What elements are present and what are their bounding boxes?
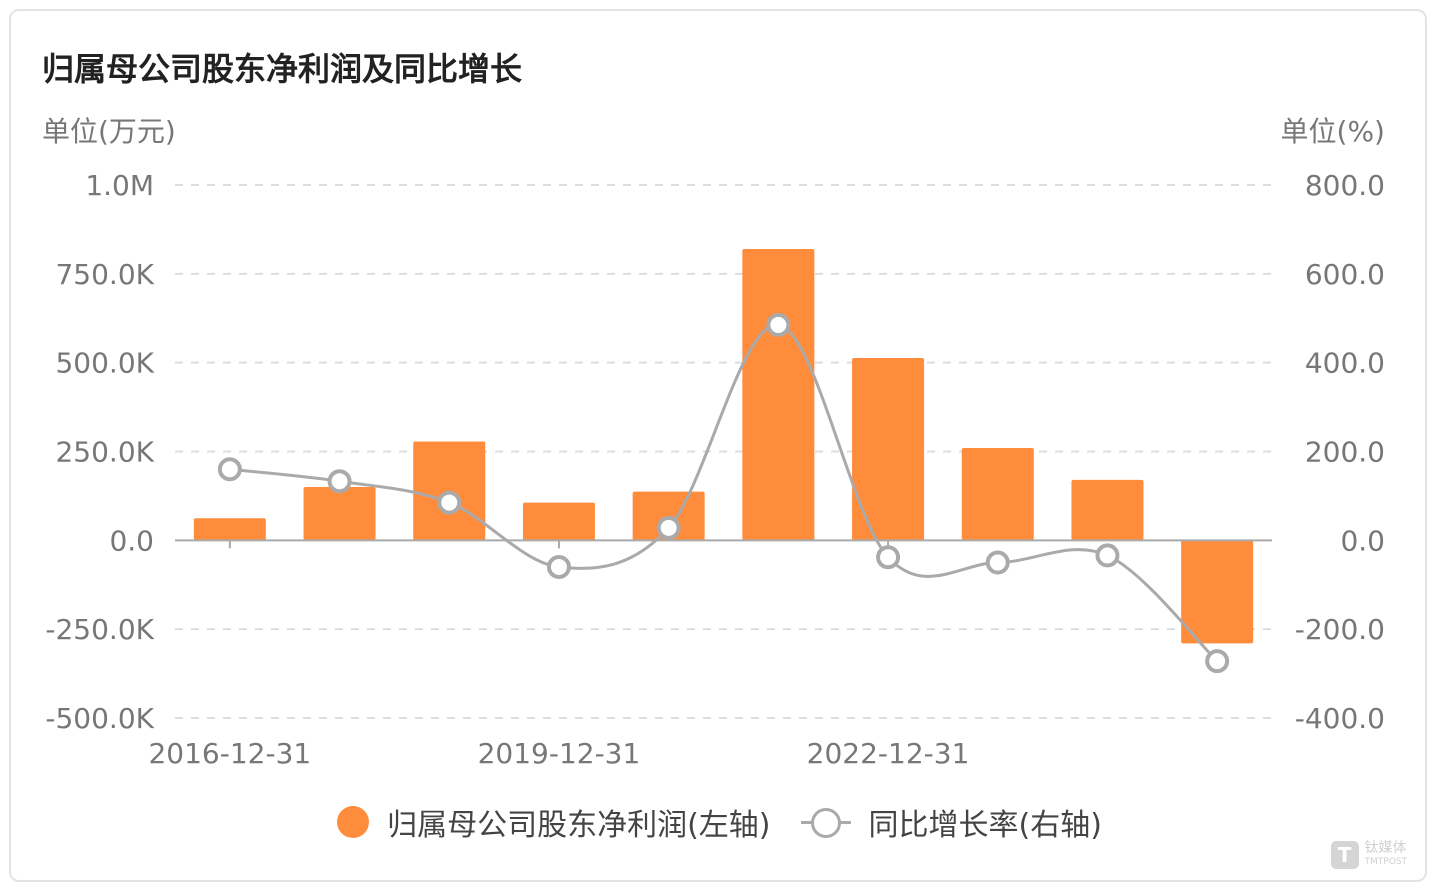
chart-card xyxy=(9,9,1427,882)
bar xyxy=(303,487,376,541)
chart-title: 归属母公司股东净利润及同比增长 xyxy=(42,50,523,88)
x-tick-label: 2022-12-31 xyxy=(807,737,970,770)
y-right-tick-label: 600.0 xyxy=(1305,258,1385,291)
y-right-tick-label: -400.0 xyxy=(1295,702,1385,735)
x-tick-label: 2019-12-31 xyxy=(478,737,641,770)
growth-point xyxy=(437,490,462,515)
bar xyxy=(961,447,1034,541)
watermark-text-en: TMTPOST xyxy=(1364,857,1407,867)
bar xyxy=(1181,540,1254,644)
legend-item-growth[interactable]: 同比增长率(右轴) xyxy=(800,800,1102,844)
legend-item-profit[interactable]: 归属母公司股东净利润(左轴) xyxy=(337,800,771,844)
bar xyxy=(522,502,595,541)
legend-line-label: 同比增长率(右轴) xyxy=(868,808,1102,843)
legend-line-swatch xyxy=(800,806,851,838)
y-right-tick-label: 800.0 xyxy=(1305,169,1385,202)
bar xyxy=(852,358,925,541)
watermark: T 钛媒体 TMTPOST xyxy=(1330,840,1407,869)
y-right-tick-label: -200.0 xyxy=(1295,613,1385,646)
legend-bar-swatch xyxy=(337,806,370,838)
growth-line xyxy=(229,323,1219,663)
y-left-tick-label: 500.0K xyxy=(55,347,154,380)
growth-point xyxy=(546,554,571,579)
bar xyxy=(742,248,815,541)
watermark-text-cn: 钛媒体 xyxy=(1364,840,1407,856)
growth-point xyxy=(1205,649,1230,674)
y-right-tick-label: 400.0 xyxy=(1305,347,1385,380)
y-left-tick-label: -250.0K xyxy=(45,613,154,646)
growth-point xyxy=(656,515,681,540)
legend-bar-label: 归属母公司股东净利润(左轴) xyxy=(387,808,771,843)
bar xyxy=(193,518,266,541)
x-tick-label: 2016-12-31 xyxy=(148,737,311,770)
left-axis-unit: 单位(万元) xyxy=(42,115,176,148)
bar xyxy=(1071,479,1144,541)
growth-point xyxy=(327,469,352,494)
right-axis-unit: 单位(%) xyxy=(1280,115,1385,148)
y-right-tick-label: 200.0 xyxy=(1305,436,1385,469)
growth-point xyxy=(985,550,1010,575)
growth-point xyxy=(766,312,791,337)
growth-point xyxy=(876,545,901,570)
y-left-tick-label: 750.0K xyxy=(55,258,154,291)
y-left-tick-label: -500.0K xyxy=(45,702,154,735)
growth-point xyxy=(217,457,242,482)
y-left-tick-label: 1.0M xyxy=(85,169,154,202)
chart-legend: 归属母公司股东净利润(左轴) 同比增长率(右轴) xyxy=(0,800,1439,844)
growth-point xyxy=(1095,543,1120,568)
y-right-tick-label: 0.0 xyxy=(1340,524,1385,557)
y-left-tick-label: 0.0 xyxy=(109,524,154,557)
tmtpost-logo-icon: T xyxy=(1330,841,1359,869)
y-left-tick-label: 250.0K xyxy=(55,436,154,469)
